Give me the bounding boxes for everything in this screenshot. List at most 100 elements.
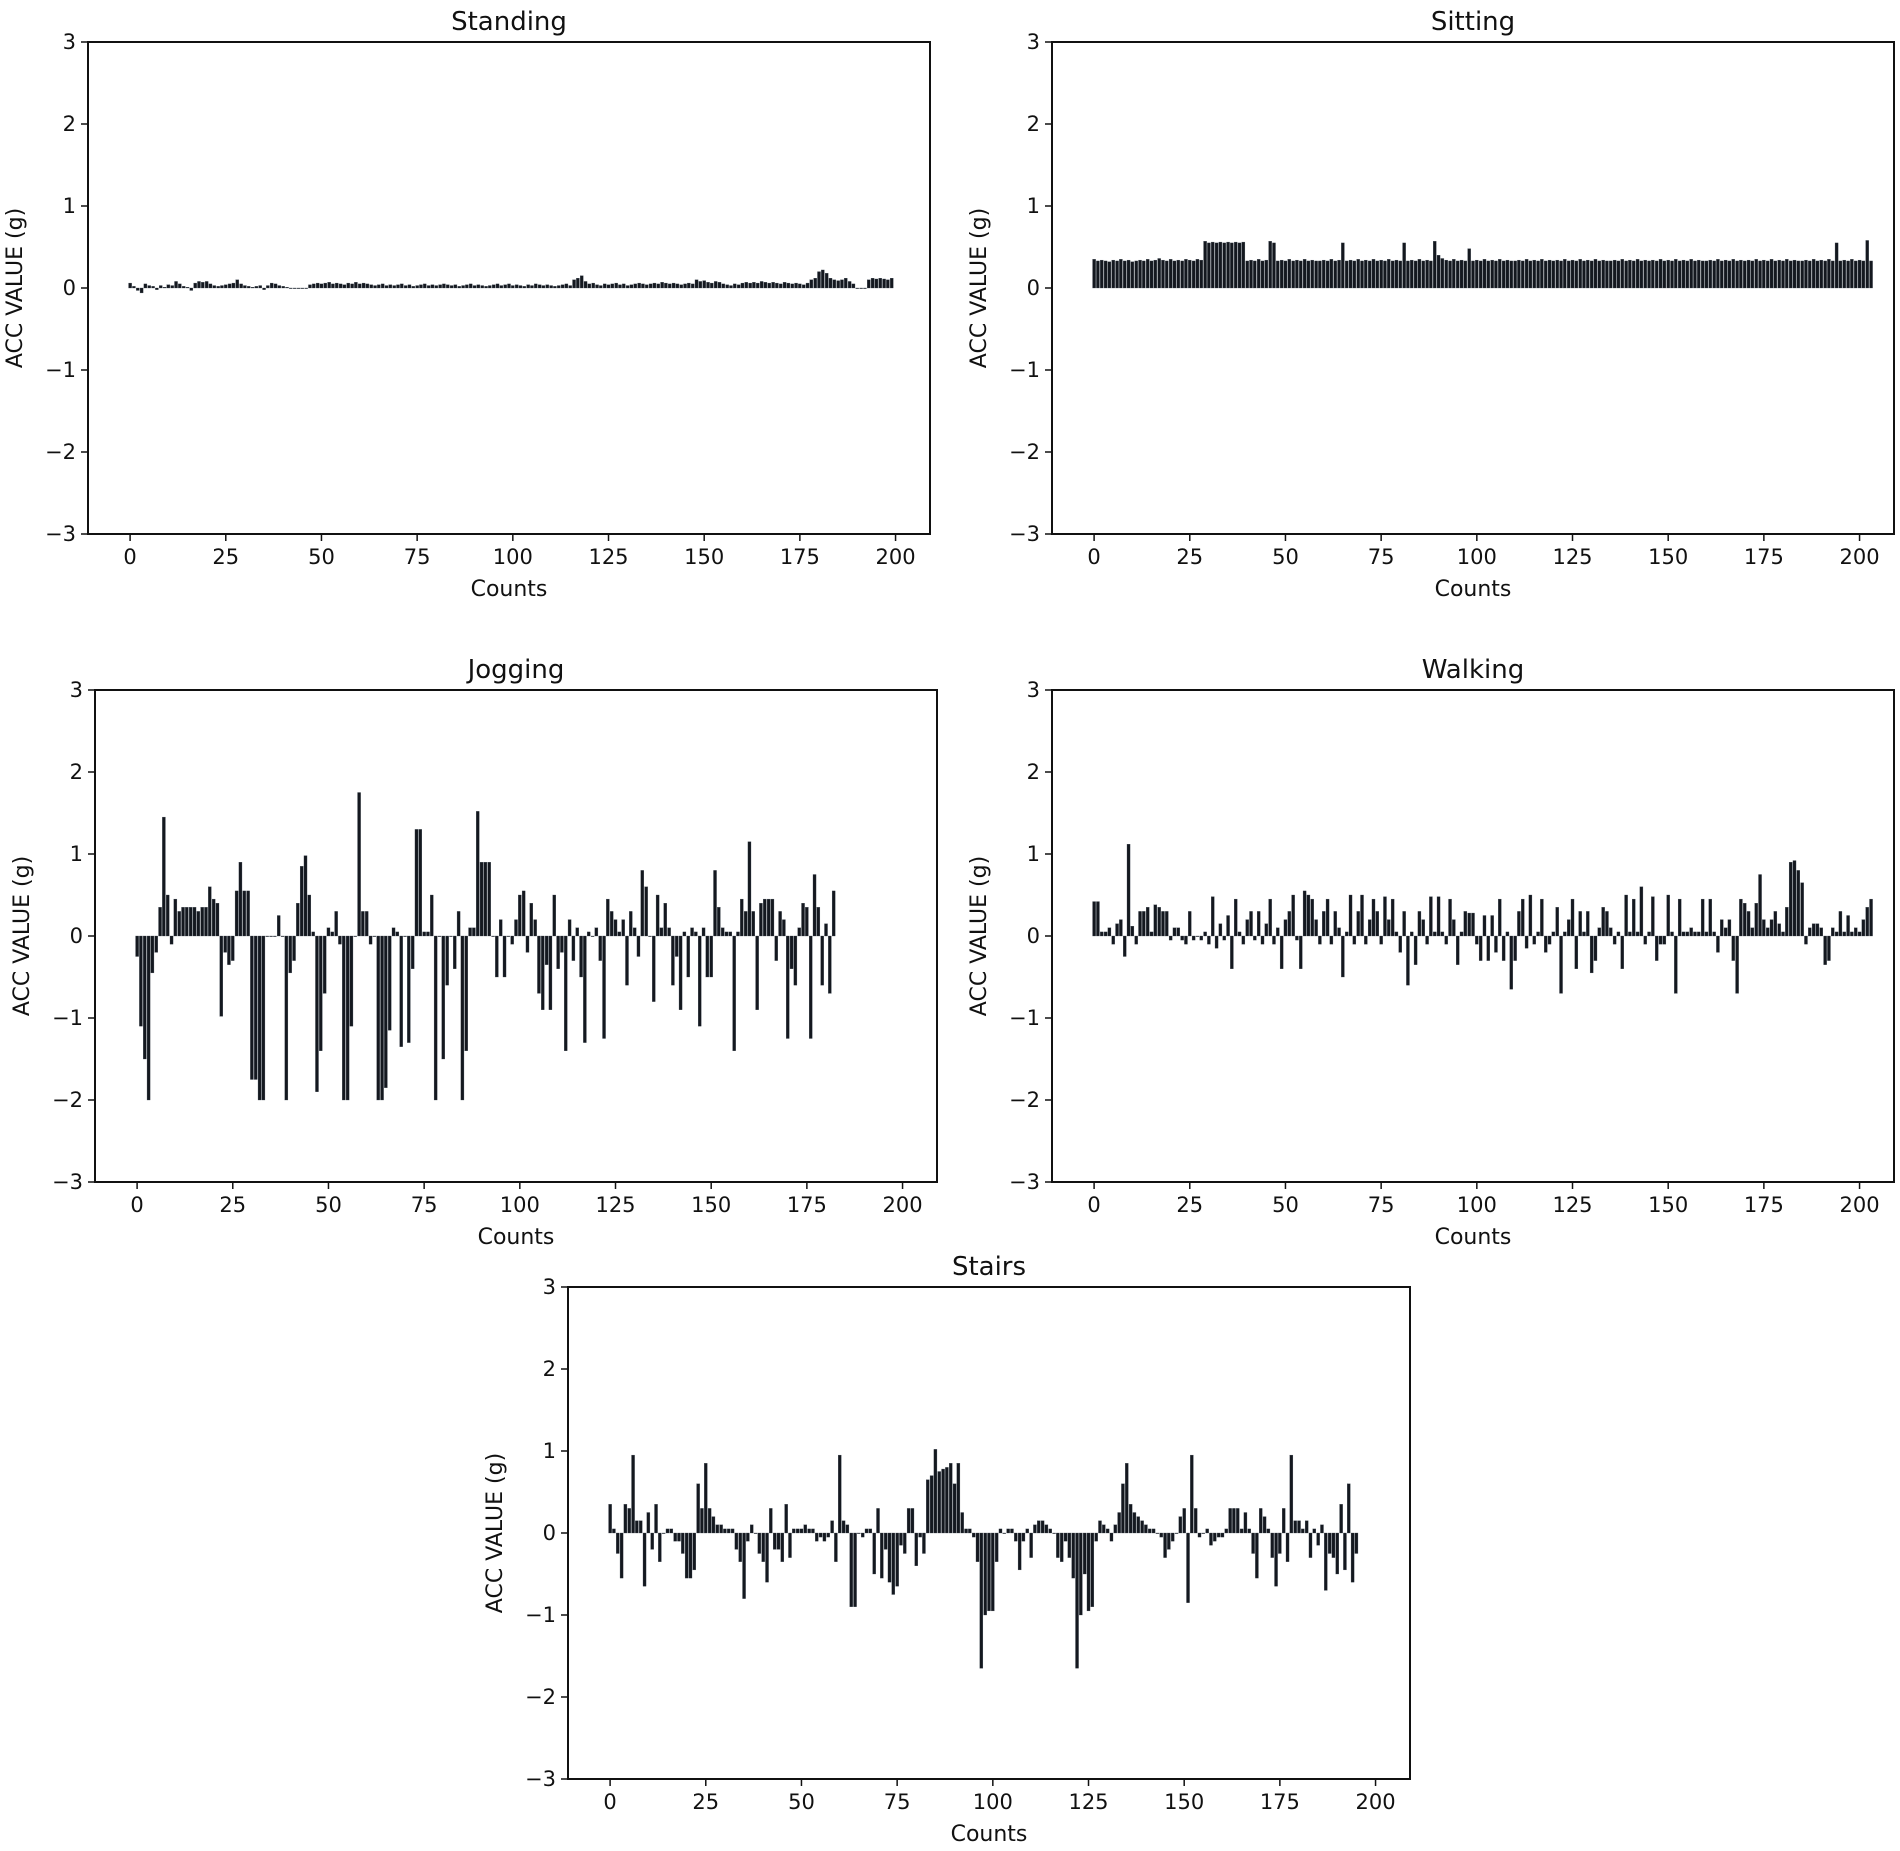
bar <box>1781 931 1785 937</box>
bar <box>150 935 155 974</box>
bar <box>166 894 170 937</box>
bar <box>1167 1532 1171 1550</box>
bar <box>499 285 504 289</box>
bar <box>1658 935 1663 945</box>
bar <box>1195 935 1200 937</box>
y-tick-label: 3 <box>63 30 76 54</box>
bar <box>660 282 664 289</box>
bar <box>212 285 216 289</box>
bar <box>882 278 886 289</box>
bar <box>503 284 507 289</box>
bar <box>798 283 802 289</box>
bar <box>721 283 726 289</box>
bar <box>770 898 775 937</box>
bar <box>844 278 848 289</box>
bar <box>1113 1524 1117 1534</box>
bar <box>968 1528 972 1534</box>
bar <box>1785 907 1789 937</box>
bar <box>1348 894 1353 937</box>
bar <box>254 935 258 1080</box>
bar <box>1345 931 1349 937</box>
bar <box>780 1532 785 1562</box>
bar <box>277 915 281 937</box>
bar <box>1390 260 1395 289</box>
x-tick-label: 175 <box>1260 1790 1300 1814</box>
bar <box>185 287 190 289</box>
bar <box>632 927 637 937</box>
bar <box>1283 919 1288 937</box>
x-tick-label: 175 <box>787 1193 827 1217</box>
bar <box>284 935 289 1101</box>
bar <box>437 935 442 937</box>
bar <box>529 903 533 937</box>
y-axis-label: ACC VALUE (g) <box>483 1453 508 1613</box>
bar <box>1804 935 1808 945</box>
bar <box>1635 931 1640 937</box>
bar <box>1094 1532 1098 1542</box>
y-tick-label: −2 <box>525 1685 556 1709</box>
bar <box>975 1532 980 1562</box>
chart-0: 0 25 50 75 100 125 150 175 200 −3 −2 −1 0 1 2 3 Standing… <box>3 7 931 602</box>
bar <box>1498 898 1502 937</box>
bar <box>1869 260 1873 289</box>
bar <box>724 931 729 937</box>
bar <box>710 282 714 289</box>
bar <box>166 284 171 289</box>
bar <box>683 283 687 289</box>
bar <box>1452 919 1456 937</box>
bar <box>457 286 461 289</box>
bar <box>688 1532 693 1579</box>
bar <box>964 1528 968 1534</box>
bar <box>1651 896 1655 937</box>
bar <box>1792 860 1797 937</box>
x-tick-label: 175 <box>1744 545 1784 569</box>
bar <box>1067 1532 1072 1558</box>
bar <box>480 285 484 289</box>
bar <box>468 927 472 937</box>
bar <box>1302 890 1307 937</box>
bar <box>933 1449 938 1534</box>
bar <box>1341 935 1345 978</box>
bar <box>1224 1528 1228 1534</box>
bar <box>668 283 672 289</box>
bar <box>654 1504 658 1534</box>
bar <box>1354 1532 1359 1554</box>
bar <box>296 287 301 289</box>
bar <box>544 935 549 965</box>
bar <box>514 919 518 937</box>
bar <box>449 285 454 289</box>
bar <box>1498 259 1502 289</box>
bar <box>1842 259 1846 289</box>
bar <box>743 911 748 937</box>
bar <box>1788 260 1793 289</box>
bar <box>786 935 790 1039</box>
bar <box>702 280 706 289</box>
bar <box>1207 935 1211 945</box>
bar <box>1356 911 1360 937</box>
bar <box>880 1532 884 1579</box>
bar <box>507 283 511 289</box>
bar <box>307 894 312 937</box>
bar <box>319 283 324 289</box>
bar <box>1188 911 1192 937</box>
bar <box>1176 927 1180 937</box>
bar <box>1375 260 1380 289</box>
bar <box>1123 935 1127 957</box>
bar <box>789 935 794 969</box>
bar <box>510 935 514 945</box>
bar <box>1299 935 1303 969</box>
y-tick-label: 3 <box>543 1275 556 1299</box>
bar <box>664 282 668 289</box>
bar <box>484 286 488 289</box>
bar <box>1090 1532 1095 1607</box>
bar <box>1597 927 1601 937</box>
x-tick-label: 75 <box>1368 545 1395 569</box>
bar <box>671 935 675 986</box>
chart-3: 0 25 50 75 100 125 150 175 200 −3 −2 −1 0 1 2 3 Walking C… <box>967 655 1895 1250</box>
bar <box>1555 259 1559 289</box>
bar <box>426 285 431 289</box>
bar <box>1559 935 1563 994</box>
bar <box>1060 1532 1064 1562</box>
bar <box>132 286 136 289</box>
bar <box>629 911 633 937</box>
